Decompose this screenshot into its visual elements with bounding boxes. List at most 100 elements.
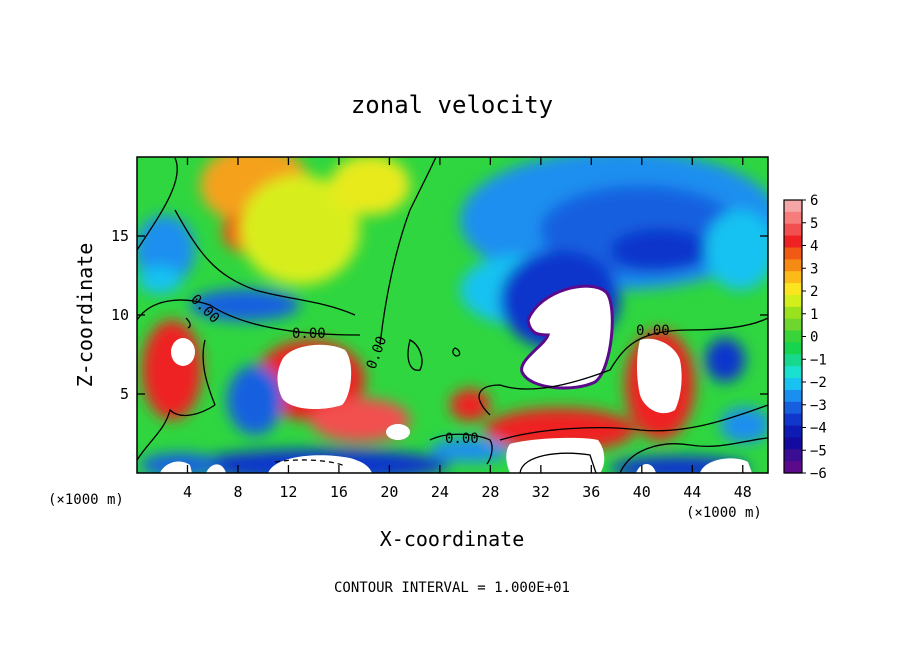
- field-blob: [330, 157, 410, 215]
- x-tick-label: 16: [330, 483, 348, 501]
- x-tick-label: 40: [633, 483, 651, 501]
- colorbar-tick-label: −5: [810, 443, 827, 459]
- contour-line: [137, 404, 216, 461]
- colorbar-tick-label: 0: [810, 330, 818, 346]
- x-tick-label: 12: [279, 483, 297, 501]
- saturated-region: [171, 338, 195, 366]
- y-axis-title: Z-coordinate: [73, 243, 97, 388]
- colorbar-swatch: [784, 283, 802, 296]
- contour-label: 0.00: [445, 431, 479, 447]
- field-blob: [310, 398, 410, 442]
- colorbar-swatch: [784, 342, 802, 355]
- colorbar-tick-label: −2: [810, 375, 827, 391]
- zero-contours: [137, 157, 768, 473]
- saturated-regions: [160, 284, 752, 473]
- x-unit-label-right: (×1000 m): [686, 505, 762, 521]
- colorbar-swatch: [784, 271, 802, 284]
- saturated-region: [637, 338, 682, 414]
- colorbar-swatch: [784, 425, 802, 438]
- colorbar-swatch: [784, 259, 802, 272]
- colorbar-tick-label: −6: [810, 466, 827, 482]
- colorbar-swatch: [784, 200, 802, 213]
- colorbar-tick-label: 6: [810, 193, 818, 209]
- colorbar-swatch: [784, 294, 802, 308]
- y-tick-label: 15: [111, 227, 129, 245]
- colorbar-tick-label: −1: [810, 352, 827, 368]
- colorbar-swatch: [784, 318, 802, 332]
- x-tick-label: 36: [582, 483, 600, 501]
- colorbar-swatch: [784, 223, 802, 237]
- contour-label: 0.00: [636, 323, 670, 339]
- colorbar-tick-label: 5: [810, 216, 818, 232]
- saturated-region: [206, 464, 226, 473]
- x-tick-label: 24: [431, 483, 449, 501]
- colorbar-swatch: [784, 247, 802, 260]
- contour-line: [379, 157, 437, 346]
- colorbar-swatch: [784, 211, 802, 225]
- contour-line: [452, 347, 461, 357]
- contour-line: [619, 437, 768, 473]
- field-blob: [138, 266, 182, 294]
- x-tick-label: 32: [532, 483, 550, 501]
- contour-line: [137, 157, 178, 251]
- plot-area: 0.00 0.00 0.00 0.00 0.00: [137, 157, 768, 473]
- colorbar-swatch: [784, 389, 802, 403]
- saturated-region: [386, 424, 410, 440]
- colorbar-swatch: [784, 449, 802, 462]
- x-tick-label: 4: [183, 483, 192, 501]
- contour-line: [519, 452, 597, 473]
- colorbar-swatch: [784, 235, 802, 249]
- x-tick-label: 28: [481, 483, 499, 501]
- x-tick-label: 44: [683, 483, 701, 501]
- contour-interval-note: CONTOUR INTERVAL = 1.000E+01: [334, 580, 570, 596]
- field-blob: [705, 210, 768, 290]
- colorbar-tick-label: 4: [810, 239, 818, 255]
- colorbar-swatch: [784, 330, 802, 344]
- contour-line: [429, 433, 493, 465]
- contour-line: [478, 317, 768, 416]
- y-tick-label: 5: [120, 385, 129, 403]
- colorbar-swatch: [784, 354, 802, 367]
- x-tick-label: 20: [380, 483, 398, 501]
- contour-line: [407, 339, 423, 371]
- field-blob: [610, 228, 710, 272]
- x-axis: 4 8 12 16 20 24 28 32 36 40 44 48: [183, 157, 752, 501]
- colorbar-swatch: [784, 378, 802, 391]
- y-tick-label: 10: [111, 306, 129, 324]
- x-tick-label: 48: [734, 483, 752, 501]
- colorbar-tick-label: −3: [810, 398, 827, 414]
- field-blob: [142, 320, 202, 420]
- colorbar: 6 5 4 3 2 1 0 −1 −2 −3 −4 −5 −6: [783, 193, 827, 482]
- x-unit-label-left: (×1000 m): [48, 492, 124, 508]
- field-blob: [430, 438, 510, 462]
- saturated-region: [506, 437, 605, 473]
- contour-label: 0.00: [292, 326, 326, 342]
- saturated-region: [636, 463, 656, 473]
- contour-line: [137, 299, 361, 336]
- field-blob: [450, 389, 490, 421]
- colorbar-tick-label: 3: [810, 261, 818, 277]
- contour-line: [174, 209, 356, 316]
- colorbar-tick-label: 1: [810, 307, 818, 323]
- contour-line: [499, 404, 768, 441]
- field-blob: [720, 407, 768, 443]
- colorbar-swatch: [784, 413, 802, 427]
- chart-title: zonal velocity: [351, 91, 553, 119]
- colorbar-tick-label: −4: [810, 421, 827, 437]
- saturated-region: [520, 284, 614, 390]
- contour-line: [202, 339, 216, 406]
- colorbar-swatch: [784, 366, 802, 379]
- saturated-region: [160, 461, 192, 473]
- contour-line: [185, 317, 191, 329]
- field-blob: [240, 175, 360, 285]
- saturated-region: [700, 458, 752, 473]
- saturated-region: [277, 344, 352, 410]
- x-axis-title: X-coordinate: [380, 527, 525, 551]
- contour-line-negative: [274, 459, 346, 467]
- colorbar-swatch: [784, 401, 802, 415]
- colorbar-swatch: [784, 437, 802, 450]
- field-blob: [190, 289, 300, 321]
- field-blob: [705, 338, 745, 382]
- x-tick-label: 8: [233, 483, 242, 501]
